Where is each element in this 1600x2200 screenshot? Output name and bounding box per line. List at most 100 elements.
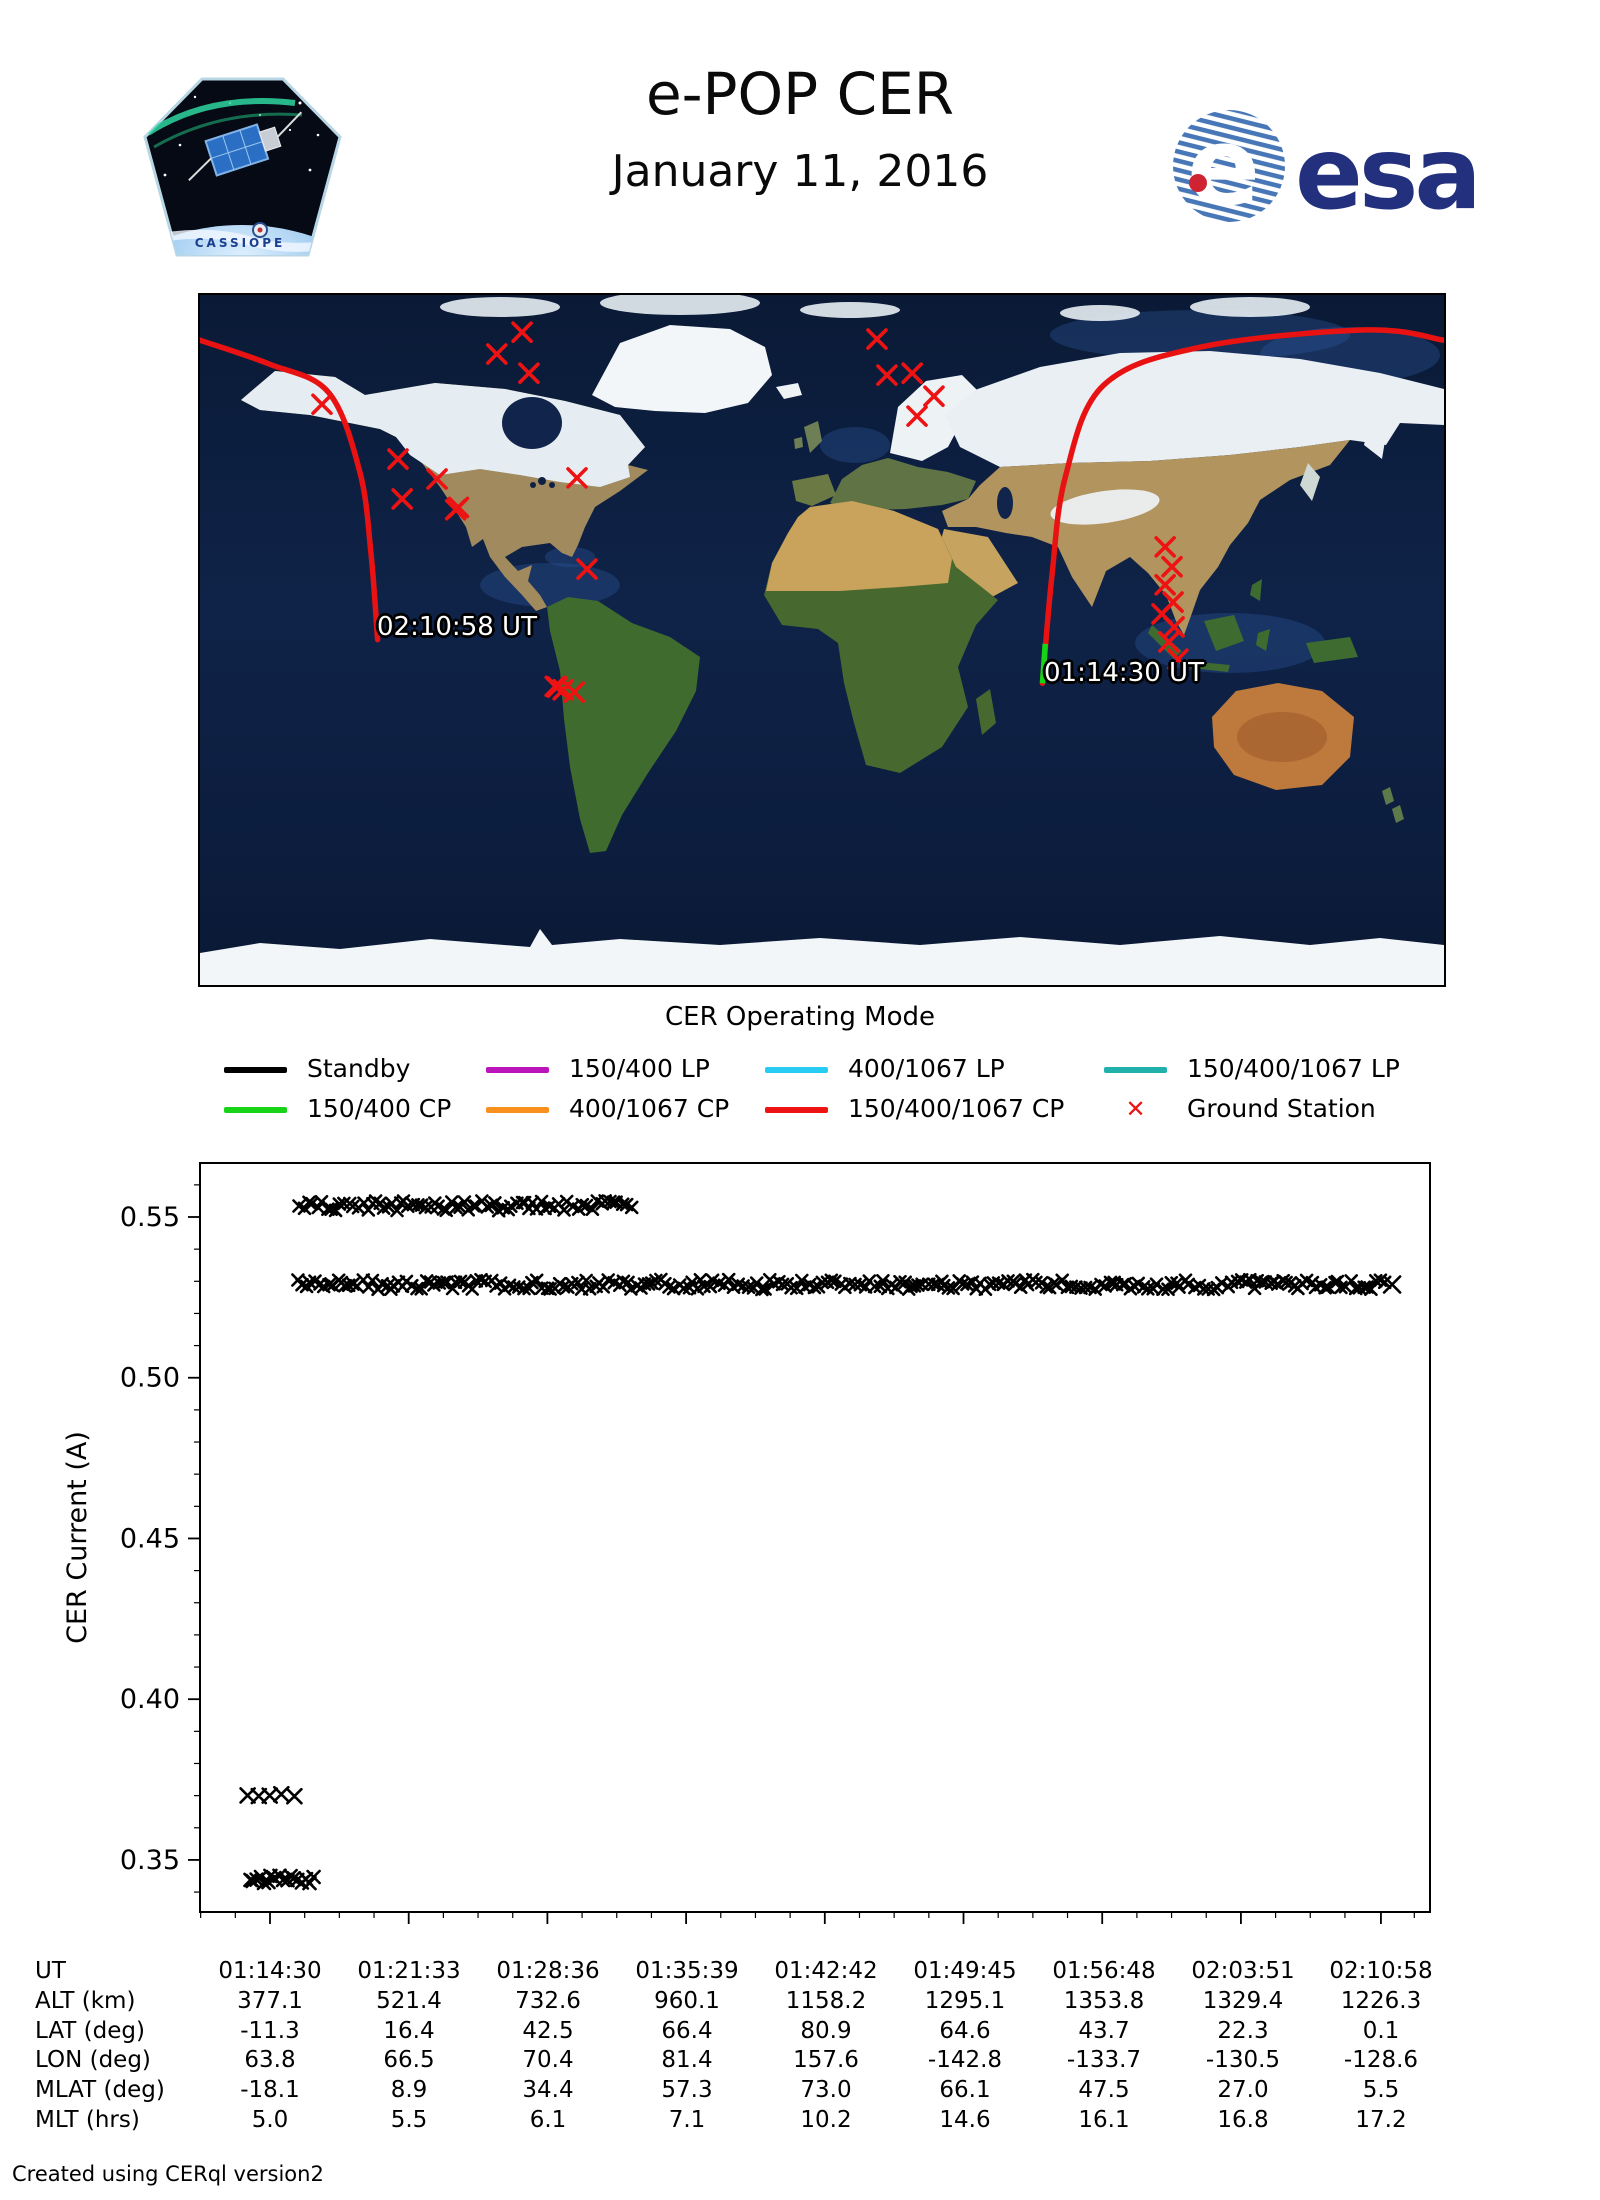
- table-cell: 57.3: [661, 2077, 713, 2103]
- table-cell: 16.1: [1078, 2107, 1130, 2133]
- legend-swatch-150-400-1067-lp: [1104, 1067, 1167, 1073]
- table-cell: 34.4: [522, 2077, 574, 2103]
- ground-track-start-segment: [1039, 643, 1048, 684]
- tibet-snow: [1050, 489, 1160, 525]
- iberia: [792, 474, 836, 506]
- legend-label: 150/400/1067 LP: [1187, 1054, 1400, 1083]
- ground-station-marker: [546, 676, 569, 698]
- kamchatka: [1364, 407, 1388, 459]
- table-cell: 66.1: [939, 2077, 991, 2103]
- legend-label: 150/400 LP: [569, 1054, 710, 1083]
- table-cell: 1295.1: [924, 1988, 1006, 2014]
- cassiope-patch: CASSIOPE: [140, 75, 345, 260]
- legend-label: Ground Station: [1187, 1094, 1376, 1123]
- table-cell: 22.3: [1217, 2018, 1269, 2044]
- y-tick-label: 0.55: [120, 1202, 180, 1233]
- sulawesi: [1256, 629, 1270, 651]
- satellite-icon: [188, 111, 303, 181]
- madagascar: [976, 689, 996, 735]
- esa-wordmark: esa: [1295, 115, 1475, 225]
- map-canvas: [200, 295, 1444, 985]
- esa-globe-icon: [1173, 110, 1285, 222]
- table-cell: 732.6: [515, 1988, 581, 2014]
- table-cell: -18.1: [240, 2077, 300, 2103]
- ground-station-marker: [563, 681, 586, 703]
- table-cell: 81.4: [661, 2047, 713, 2073]
- esa-logo: e esa: [1165, 90, 1475, 225]
- table-row-label: MLT (hrs): [35, 2107, 140, 2133]
- y-tick-label: 0.50: [120, 1363, 180, 1394]
- sea-ice: [600, 295, 760, 315]
- table-cell: 02:10:58: [1329, 1958, 1433, 1984]
- shelf-water: [1050, 310, 1350, 360]
- table-cell: 63.8: [244, 2047, 296, 2073]
- shelf-water: [820, 427, 890, 463]
- table-cell: 02:03:51: [1191, 1958, 1295, 1984]
- sahara: [766, 501, 952, 591]
- ground-station-marker: [906, 405, 928, 427]
- ground-station-marker: [511, 321, 533, 343]
- legend-swatch-400-1067-lp: [765, 1067, 828, 1073]
- arabia: [940, 529, 1018, 597]
- table-cell: 1353.8: [1063, 1988, 1145, 2014]
- table-cell: 7.1: [668, 2107, 706, 2133]
- table-cell: 64.6: [939, 2018, 991, 2044]
- continent-asia-south: [942, 440, 1350, 635]
- outback: [1237, 712, 1327, 762]
- ground-station-marker: [518, 362, 540, 384]
- table-cell: 01:14:30: [218, 1958, 322, 1984]
- legend-swatch-ground-station-x-icon: ✕: [1125, 1095, 1146, 1123]
- table-cell: 73.0: [800, 2077, 852, 2103]
- table-cell: 66.4: [661, 2018, 713, 2044]
- continent-europe: [830, 458, 976, 510]
- y-tick-label: 0.45: [120, 1523, 180, 1554]
- ground-station-marker: [576, 558, 598, 580]
- table-cell: 5.0: [251, 2107, 289, 2133]
- ground-track-ascending: [1039, 327, 1444, 687]
- map-time-label-start: 01:14:30 UT: [1044, 658, 1204, 688]
- scatter-band-current-low-lower: [243, 1868, 321, 1891]
- table-cell: 01:28:36: [496, 1958, 600, 1984]
- table-cell: -128.6: [1343, 2047, 1419, 2073]
- legend-label: 150/400/1067 CP: [848, 1094, 1065, 1123]
- caspian-sea: [997, 487, 1013, 519]
- ground-station-marker: [876, 364, 898, 386]
- ground-station-marker: [391, 488, 413, 510]
- table-cell: 01:21:33: [357, 1958, 461, 1984]
- legend-title: CER Operating Mode: [664, 1002, 935, 1032]
- sea-ice: [1060, 305, 1140, 321]
- ground-station-marker: [311, 393, 333, 416]
- ground-station-marker: [426, 468, 448, 490]
- scandinavia: [890, 375, 978, 461]
- ground-station-marker: [1154, 536, 1176, 558]
- table-cell: 1158.2: [785, 1988, 867, 2014]
- legend-swatch-150-400-lp: [486, 1067, 549, 1073]
- table-cell: 01:56:48: [1052, 1958, 1156, 1984]
- svg-text:e: e: [1187, 105, 1260, 225]
- cassiope-patch-icon: CASSIOPE: [143, 77, 342, 257]
- sea-ice: [800, 302, 900, 318]
- ground-station-marker: [566, 467, 588, 489]
- table-cell: 8.9: [390, 2077, 428, 2103]
- table-cell: 960.1: [654, 1988, 720, 2014]
- table-cell: -11.3: [240, 2018, 300, 2044]
- antarctica: [200, 929, 1444, 985]
- table-cell: 157.6: [793, 2047, 859, 2073]
- ground-track-descending: [200, 337, 381, 643]
- table-cell: -133.7: [1066, 2047, 1142, 2073]
- philippines: [1250, 579, 1262, 601]
- iceland: [776, 383, 802, 399]
- table-cell: 0.1: [1362, 2018, 1400, 2044]
- table-cell: 5.5: [390, 2107, 428, 2133]
- table-cell: 43.7: [1078, 2018, 1130, 2044]
- sea-ice: [1190, 297, 1310, 317]
- britain: [804, 421, 822, 453]
- ground-station-marker: [1163, 616, 1185, 638]
- table-cell: 66.5: [383, 2047, 435, 2073]
- ground-station-marker: [447, 496, 470, 519]
- legend-swatch-400-1067-cp: [486, 1107, 549, 1113]
- page-title: e-POP CER: [645, 60, 955, 128]
- legend-swatch-150-400-cp: [224, 1107, 287, 1113]
- table-cell: -142.8: [927, 2047, 1003, 2073]
